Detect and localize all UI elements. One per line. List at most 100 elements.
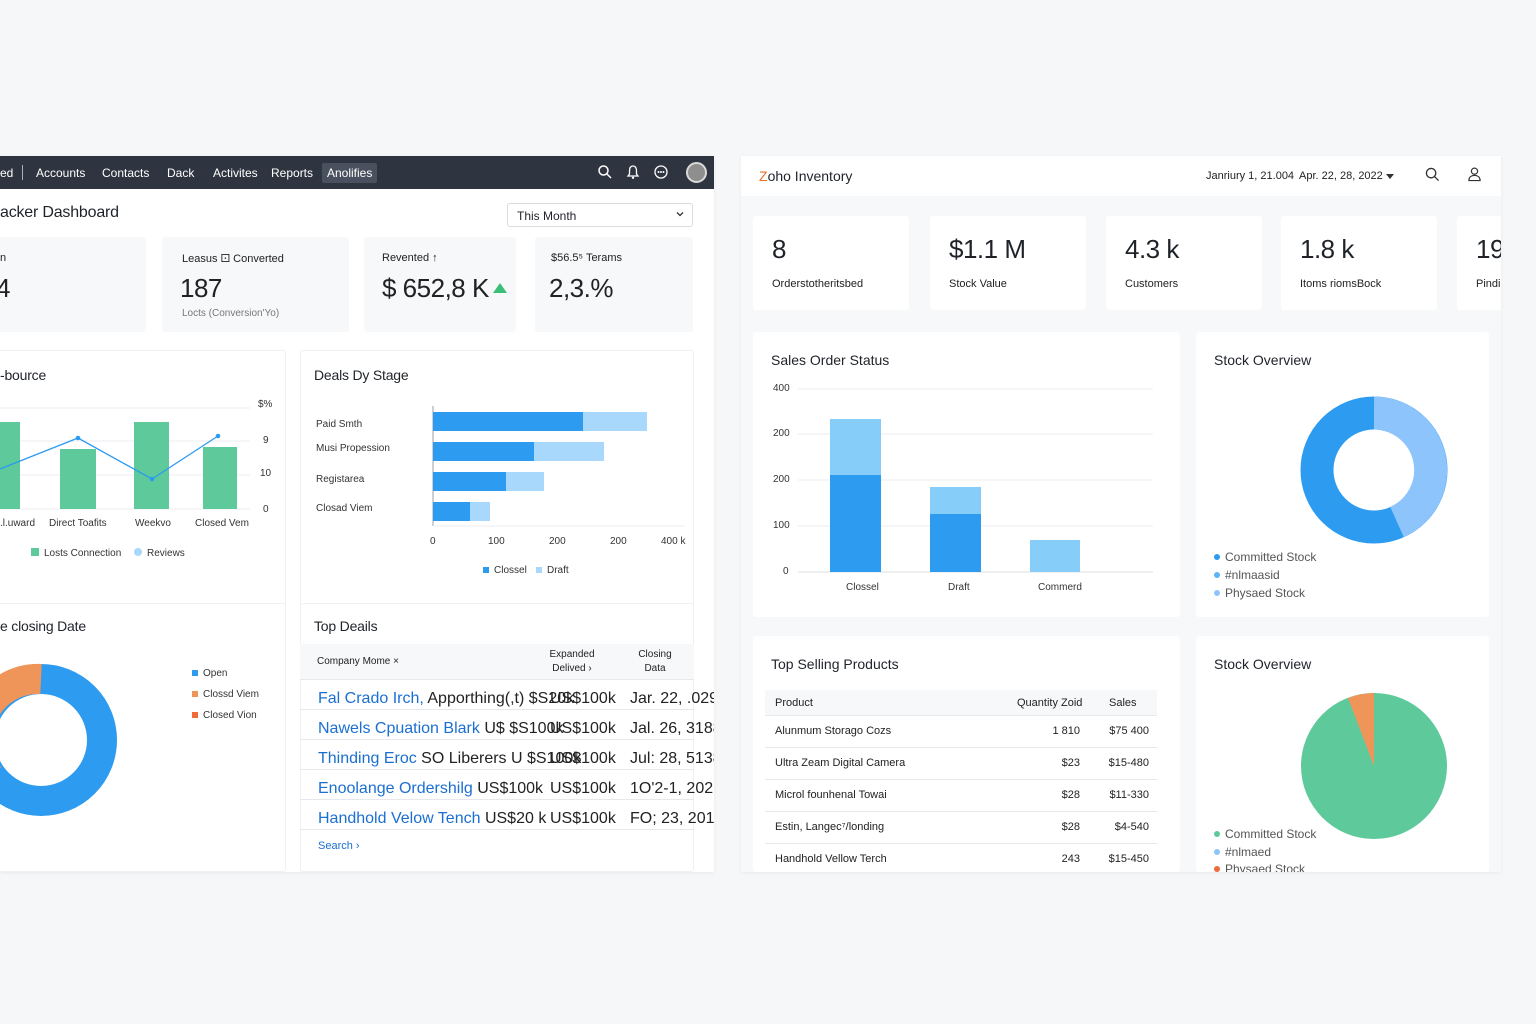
product-qty: $28 xyxy=(1061,821,1080,833)
legend-item: Draft xyxy=(536,565,569,576)
deal-value: US$100k xyxy=(550,810,616,827)
metric-label: Pindi xyxy=(1476,278,1501,290)
stage-label: Registarea xyxy=(316,474,365,485)
deal-value: US$100k xyxy=(550,780,616,797)
column-header[interactable]: Sales xyxy=(1109,697,1137,709)
metric-label: Orderstotheritsbed xyxy=(772,278,864,290)
bar-closed xyxy=(433,472,506,491)
apps-icon[interactable] xyxy=(653,164,669,180)
legend-item: Committed Stock xyxy=(1214,827,1316,841)
product-sales: $15-480 xyxy=(1108,757,1149,769)
table-row[interactable]: Ultra Zeam Digital Camera $23 $15-480 xyxy=(765,748,1157,780)
legend-item: Open xyxy=(192,668,227,679)
product-name: Ultra Zeam Digital Camera xyxy=(775,757,906,769)
stage-label: Closad Viem xyxy=(316,503,373,514)
deal-extra: U$ $S100k xyxy=(484,720,564,737)
product-sales: $15-450 xyxy=(1108,853,1149,865)
column-header[interactable]: Quantity Zoid xyxy=(1017,697,1083,709)
x-tick: Draft xyxy=(948,582,970,593)
bell-icon[interactable] xyxy=(625,164,641,180)
metric-value: 8 xyxy=(772,234,786,264)
table-row[interactable]: Microl founhenal Towai $28 $11-330 xyxy=(765,780,1157,812)
x-tick: 400 k xyxy=(661,536,686,547)
nav-item-anolifies[interactable]: Anolifies xyxy=(322,163,378,183)
axis-label: $% xyxy=(258,399,273,410)
sales-order-status-panel: Sales Order Status 400 200 200 100 0 Clo… xyxy=(753,332,1180,617)
user-icon[interactable] xyxy=(1467,166,1482,182)
column-header[interactable]: Company Mome × xyxy=(317,656,399,667)
table-row[interactable]: Nawels Cpuation Blark U$ $S100k US$100k … xyxy=(300,710,714,740)
chevron-down-icon xyxy=(676,212,684,217)
table-row[interactable]: Handhold Velow Tench US$20 k US$100k FO;… xyxy=(300,800,714,830)
stage-label: Musi Propession xyxy=(316,443,390,454)
inventory-window: Zoho Inventory Janriury 1, 21.004 Apr. 2… xyxy=(741,156,1501,872)
product-sales: $4-540 xyxy=(1114,821,1149,833)
date-caret-icon[interactable] xyxy=(1386,174,1394,179)
search-icon[interactable] xyxy=(1425,167,1440,182)
legend-item: Reviews xyxy=(134,548,185,559)
deal-extra: Apporthing(,t) $S20k xyxy=(427,690,575,707)
product-qty: 243 xyxy=(1061,853,1080,865)
legend-item: Physaed Stock xyxy=(1214,586,1305,600)
table-row[interactable]: Fal Crado Irch, Apporthing(,t) $S20k US$… xyxy=(300,680,714,710)
crm-window: ed Accounts Contacts Dack Activites Repo… xyxy=(0,156,714,872)
column-header[interactable]: Product xyxy=(775,697,813,709)
table-row[interactable]: Alunmum Storago Cozs 1 810 $75 400 xyxy=(765,716,1157,748)
donut-physical xyxy=(1373,396,1448,538)
legend-item: Clossel xyxy=(483,565,527,576)
nav-item-contacts[interactable]: Contacts xyxy=(102,166,150,180)
bar xyxy=(134,422,169,509)
table-row[interactable]: Estin, Langec⁷/londing $28 $4-540 xyxy=(765,812,1157,844)
bar-draft xyxy=(534,442,604,461)
donut-closed xyxy=(0,663,42,769)
metric-card-orders: 8 Orderstotheritsbed xyxy=(753,216,909,310)
product-qty: $28 xyxy=(1061,789,1080,801)
user-avatar[interactable] xyxy=(686,162,707,183)
legend-item: Closed Vion xyxy=(192,710,257,721)
line-point xyxy=(149,476,155,482)
bar-lower xyxy=(930,514,981,572)
closing-date-panel xyxy=(0,603,286,872)
nav-item-dack[interactable]: Dack xyxy=(167,166,195,180)
column-header[interactable]: Expanded Delived › xyxy=(549,649,595,674)
axis-label: 9 xyxy=(263,435,269,446)
nav-item-accounts[interactable]: Accounts xyxy=(36,166,86,180)
kpi-card-terams: $56.5⁵ Terams 2,3.% xyxy=(535,237,693,332)
table-row[interactable]: Enoolange Ordershilg US$100k US$100k 1O'… xyxy=(300,770,713,800)
product-sales: $75 400 xyxy=(1109,725,1149,737)
top-selling-panel: Top Selling Products Product Quantity Zo… xyxy=(753,636,1180,872)
deal-name-link: Fal Crado Irch, xyxy=(318,690,424,707)
search-link[interactable]: Search › xyxy=(318,840,360,852)
period-dropdown[interactable]: This Month xyxy=(507,203,693,227)
stage-label: Paid Smth xyxy=(316,419,363,430)
stock-overview-panel-2: Stock Overview Committed Stock #nlmaed P… xyxy=(1196,636,1489,872)
table-row[interactable]: Thinding Eroc SO Liberers U $S100k US$10… xyxy=(300,740,714,770)
date-to[interactable]: Apr. 22, 28, 2022 xyxy=(1299,170,1383,182)
panel-title: Sales Order Status xyxy=(771,352,890,368)
deal-value: US$100k xyxy=(550,720,616,737)
kpi-value: 4 xyxy=(0,273,10,303)
search-icon[interactable] xyxy=(597,164,613,180)
metric-value: $1.1 M xyxy=(949,234,1026,264)
stock-pie-chart xyxy=(1301,693,1447,839)
stock-donut-chart xyxy=(1300,396,1448,544)
y-tick: 400 xyxy=(773,383,790,394)
axis-label: 0 xyxy=(263,504,269,515)
deal-date: Jal. 26, 3188 xyxy=(630,720,714,737)
nav-item-partial[interactable]: ed xyxy=(0,166,14,180)
app-logo[interactable]: Zoho Inventory xyxy=(759,168,853,184)
legend-dot xyxy=(1214,866,1220,872)
table-row[interactable]: Handhold Vellow Terch 243 $15-450 xyxy=(765,844,1157,872)
nav-divider xyxy=(22,165,23,180)
nav-item-activites[interactable]: Activites xyxy=(213,166,258,180)
bar-upper xyxy=(1030,540,1080,572)
column-header[interactable]: Closing Data xyxy=(638,649,672,674)
deal-date: 1O'2-1, 202 xyxy=(630,780,714,797)
category-label: Closed Vem xyxy=(195,518,249,529)
bar xyxy=(60,449,96,509)
panel-title: Stock Overview xyxy=(1214,656,1312,672)
date-from[interactable]: Janriury 1, 21.004 xyxy=(1206,170,1295,182)
kpi-value: 187 xyxy=(180,273,222,303)
line-point xyxy=(215,433,221,439)
nav-item-reports[interactable]: Reports xyxy=(271,166,314,180)
